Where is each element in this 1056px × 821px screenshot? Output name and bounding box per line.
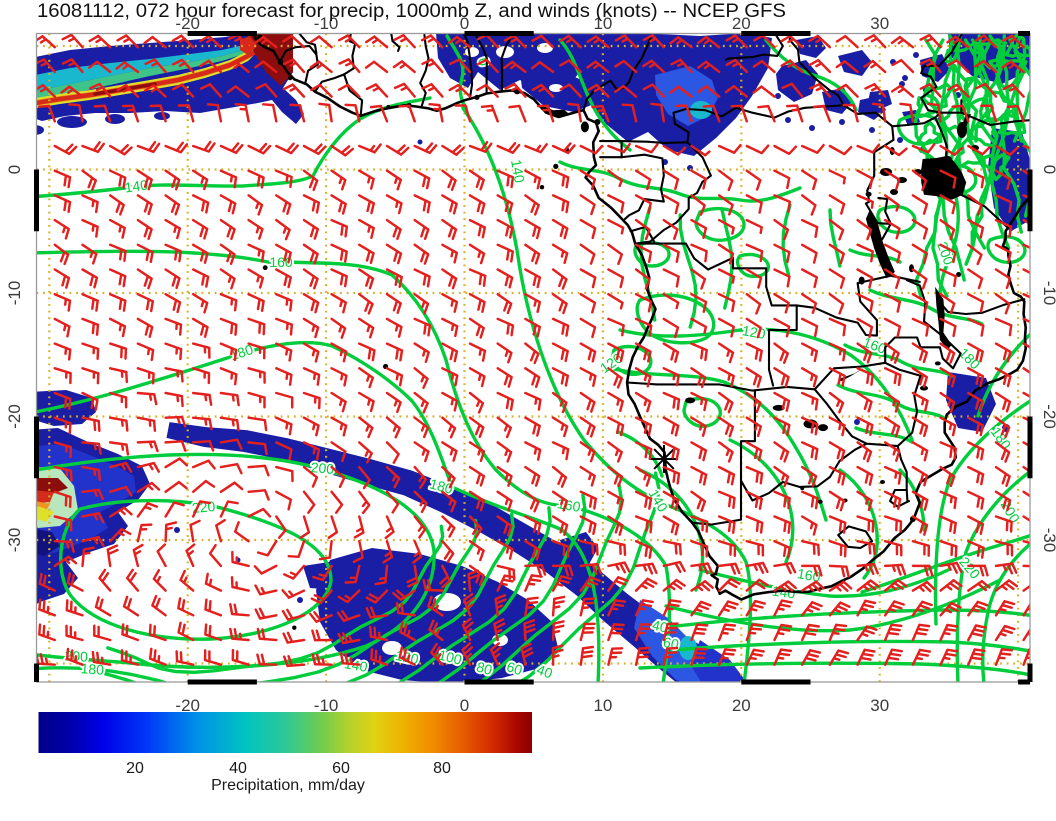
svg-text:30: 30	[870, 14, 889, 33]
svg-text:-10: -10	[314, 696, 339, 715]
svg-text:200: 200	[310, 459, 335, 477]
svg-text:30: 30	[870, 696, 889, 715]
svg-text:-10: -10	[1040, 281, 1056, 306]
svg-text:-10: -10	[314, 14, 339, 33]
svg-text:0: 0	[460, 696, 469, 715]
svg-text:160: 160	[269, 254, 293, 270]
svg-text:40: 40	[535, 661, 555, 681]
svg-text:60: 60	[505, 658, 525, 678]
svg-text:60: 60	[332, 760, 350, 777]
svg-text:10: 10	[593, 696, 612, 715]
svg-text:0: 0	[5, 165, 24, 174]
svg-text:0: 0	[1040, 165, 1056, 174]
svg-text:20: 20	[732, 14, 751, 33]
svg-text:-20: -20	[175, 696, 200, 715]
svg-text:80: 80	[433, 760, 451, 777]
svg-text:40: 40	[229, 760, 247, 777]
svg-text:20: 20	[126, 760, 144, 777]
svg-text:-20: -20	[5, 404, 24, 429]
svg-text:0: 0	[460, 14, 469, 33]
svg-text:10: 10	[593, 14, 612, 33]
svg-text:-30: -30	[5, 528, 24, 553]
svg-text:-30: -30	[1040, 528, 1056, 553]
svg-text:Precipitation, mm/day: Precipitation, mm/day	[211, 777, 365, 794]
svg-text:16081112, 072 hour forecast fo: 16081112, 072 hour forecast for precip, …	[37, 1, 786, 22]
svg-text:-20: -20	[175, 14, 200, 33]
svg-text:80: 80	[475, 658, 495, 678]
svg-text:140: 140	[124, 176, 150, 195]
svg-text:20: 20	[732, 696, 751, 715]
svg-text:-10: -10	[5, 281, 24, 306]
svg-text:-20: -20	[1040, 404, 1056, 429]
